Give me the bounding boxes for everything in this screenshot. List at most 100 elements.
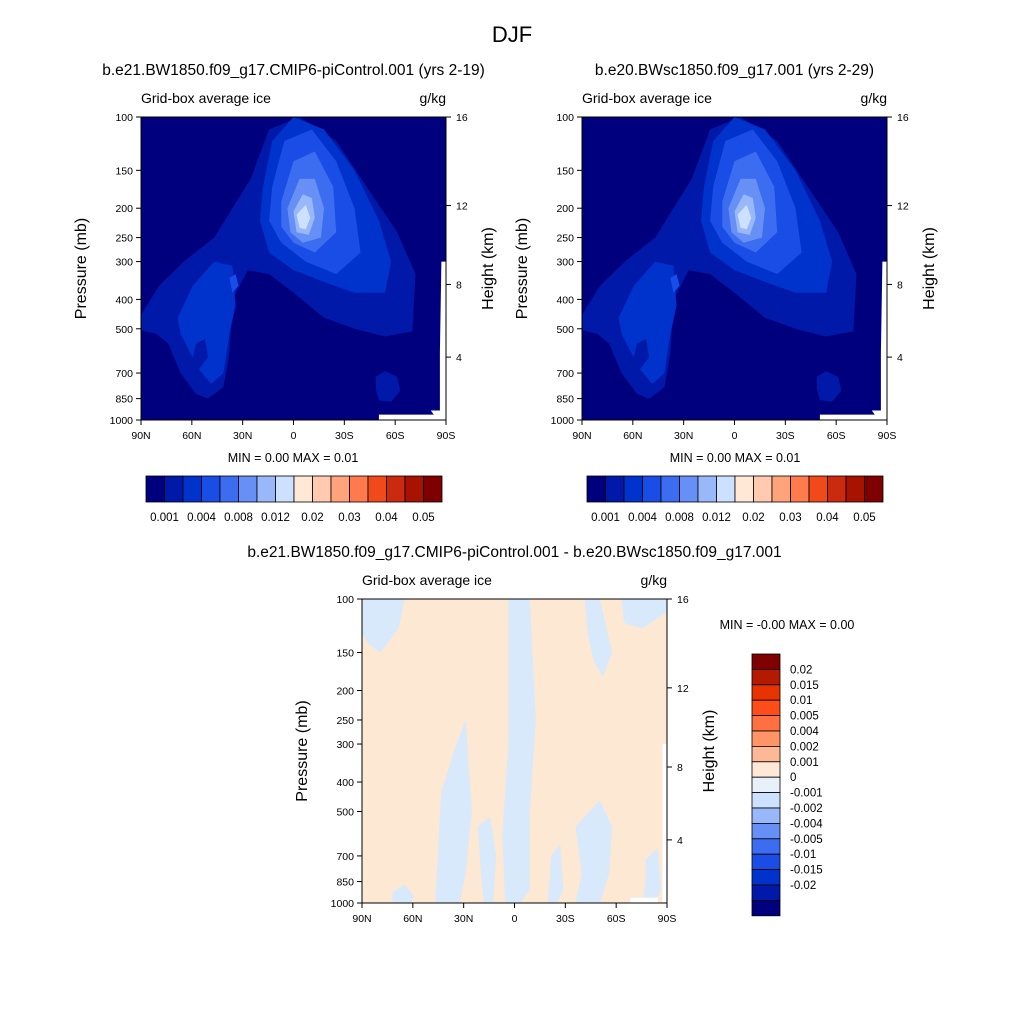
- colorbar-box: [605, 475, 625, 503]
- left-string: Grid-box average ice: [362, 572, 492, 588]
- x-tick-label: 30S: [776, 430, 795, 442]
- x-tick-label: 0: [732, 430, 738, 442]
- colorbar-box: [751, 730, 781, 747]
- field-spot: [670, 274, 680, 293]
- colorbar-box: [751, 807, 781, 824]
- colorbar-box: [623, 475, 643, 503]
- y-axis-label: Pressure (mb): [73, 218, 90, 319]
- colorbar-label: 0.012: [702, 512, 731, 524]
- y2-axis-label: Height (km): [921, 227, 938, 310]
- figure-title: DJF: [492, 22, 532, 47]
- panel-title: b.e21.BW1850.f09_g17.CMIP6-piControl.001…: [247, 544, 781, 561]
- colorbar-box: [751, 884, 781, 901]
- colorbar-box: [751, 699, 781, 717]
- x-tick-label: 60S: [386, 430, 405, 442]
- colorbar-box: [751, 792, 781, 809]
- min-max-text: MIN = 0.00 MAX = 0.01: [670, 451, 801, 465]
- y2-axis-label: Height (km): [701, 710, 718, 793]
- y2-tick-label: 16: [897, 112, 909, 124]
- y-tick-label: 250: [115, 233, 133, 245]
- colorbar-label: 0.03: [779, 512, 801, 524]
- colorbar-box: [827, 475, 847, 503]
- right-string: g/kg: [641, 572, 667, 588]
- field-missing: [378, 410, 446, 420]
- y-tick-label: 1000: [110, 415, 134, 427]
- colorbar-box: [751, 715, 781, 732]
- y2-tick-label: 12: [677, 683, 689, 695]
- min-max-text: MIN = 0.00 MAX = 0.01: [228, 451, 359, 465]
- colorbar-label: 0.005: [790, 711, 819, 723]
- colorbar-box: [349, 475, 369, 503]
- colorbar-box: [751, 900, 781, 917]
- field-level-2-left: [177, 261, 236, 384]
- y-tick-label: 150: [336, 648, 354, 660]
- x-tick-label: 60S: [827, 430, 846, 442]
- panel-title: b.e20.BWsc1850.f09_g17.001 (yrs 2-29): [595, 62, 874, 79]
- colorbar-box: [751, 746, 781, 763]
- field-negative-8: [392, 884, 414, 903]
- colorbar-label: -0.002: [790, 803, 823, 815]
- y-tick-label: 100: [336, 594, 354, 606]
- field-missing: [630, 897, 658, 903]
- field-level-7: [737, 204, 752, 230]
- y2-tick-label: 4: [677, 835, 683, 847]
- colorbar-label: 0: [790, 772, 796, 784]
- field-negative-4: [584, 599, 613, 677]
- colorbar-label: 0.01: [790, 695, 812, 707]
- y2-tick-label: 12: [456, 201, 468, 213]
- x-tick-label: 60S: [607, 913, 626, 925]
- y-tick-label: 300: [115, 257, 133, 269]
- colorbar-box: [751, 869, 781, 886]
- colorbar-box: [182, 475, 202, 503]
- colorbar-box: [751, 669, 781, 686]
- colorbar-box: [751, 823, 781, 840]
- colorbar-box: [808, 475, 828, 503]
- field-level-2-left: [618, 261, 677, 384]
- y-tick-label: 150: [115, 165, 133, 177]
- colorbar-box: [845, 475, 865, 503]
- colorbar-label: -0.005: [790, 834, 823, 846]
- field-missing-edge: [662, 744, 667, 903]
- field-blob-60s: [375, 371, 401, 402]
- field-negative-0: [362, 599, 405, 653]
- y-tick-label: 1000: [331, 898, 355, 910]
- x-tick-label: 30S: [335, 430, 354, 442]
- x-tick-label: 30S: [556, 913, 575, 925]
- colorbar-label: 0.04: [816, 512, 839, 524]
- x-tick-label: 30N: [674, 430, 693, 442]
- colorbar-box: [423, 475, 443, 503]
- colorbar-label: 0.05: [412, 512, 434, 524]
- x-tick-label: 90N: [352, 913, 371, 925]
- field-negative-2: [502, 599, 536, 903]
- y-tick-label: 400: [556, 294, 574, 306]
- colorbar-box: [753, 475, 773, 503]
- y-tick-label: 500: [336, 806, 354, 818]
- colorbar-label: 0.012: [261, 512, 290, 524]
- colorbar-label: 0.04: [375, 512, 398, 524]
- colorbar-label: 0.008: [665, 512, 694, 524]
- panel-title: b.e21.BW1850.f09_g17.CMIP6-piControl.001…: [102, 62, 485, 79]
- colorbar-box: [751, 761, 781, 778]
- y-tick-label: 850: [115, 394, 133, 406]
- colorbar-box: [751, 653, 781, 670]
- colorbar-label: 0.03: [338, 512, 360, 524]
- colorbar-box: [238, 475, 258, 503]
- left-string: Grid-box average ice: [582, 90, 712, 106]
- colorbar-box: [716, 475, 736, 503]
- colorbar-box: [219, 475, 239, 503]
- colorbar-box: [367, 475, 387, 503]
- x-tick-label: 90S: [437, 430, 456, 442]
- y-tick-label: 700: [115, 368, 133, 380]
- colorbar-box: [697, 475, 717, 503]
- colorbar-label: 0.004: [628, 512, 657, 524]
- colorbar-label: -0.004: [790, 818, 823, 830]
- field-negative-7: [642, 848, 661, 903]
- panel-difference: b.e21.BW1850.f09_g17.CMIP6-piControl.001…: [247, 544, 854, 925]
- y-tick-label: 1000: [551, 415, 575, 427]
- x-tick-label: 0: [291, 430, 297, 442]
- y2-tick-label: 4: [456, 352, 462, 364]
- y-tick-label: 300: [336, 739, 354, 751]
- colorbar-label: 0.02: [301, 512, 323, 524]
- y-tick-label: 850: [336, 877, 354, 889]
- colorbar-box: [734, 475, 754, 503]
